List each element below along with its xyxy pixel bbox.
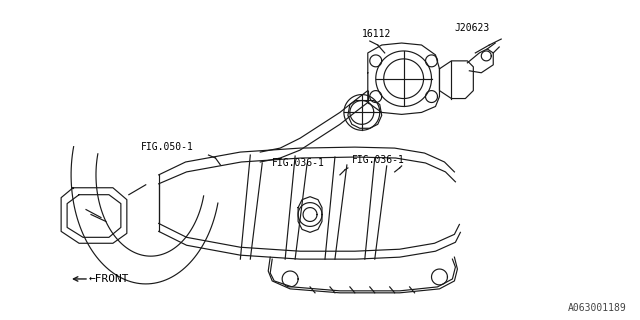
Text: 16112: 16112 (362, 29, 391, 39)
Text: A063001189: A063001189 (568, 303, 627, 313)
Text: FIG.036-1: FIG.036-1 (352, 155, 404, 165)
Text: J20623: J20623 (454, 23, 490, 33)
Text: ←FRONT: ←FRONT (89, 274, 129, 284)
Text: FIG.036-1: FIG.036-1 (272, 158, 325, 168)
Text: FIG.050-1: FIG.050-1 (141, 142, 194, 152)
